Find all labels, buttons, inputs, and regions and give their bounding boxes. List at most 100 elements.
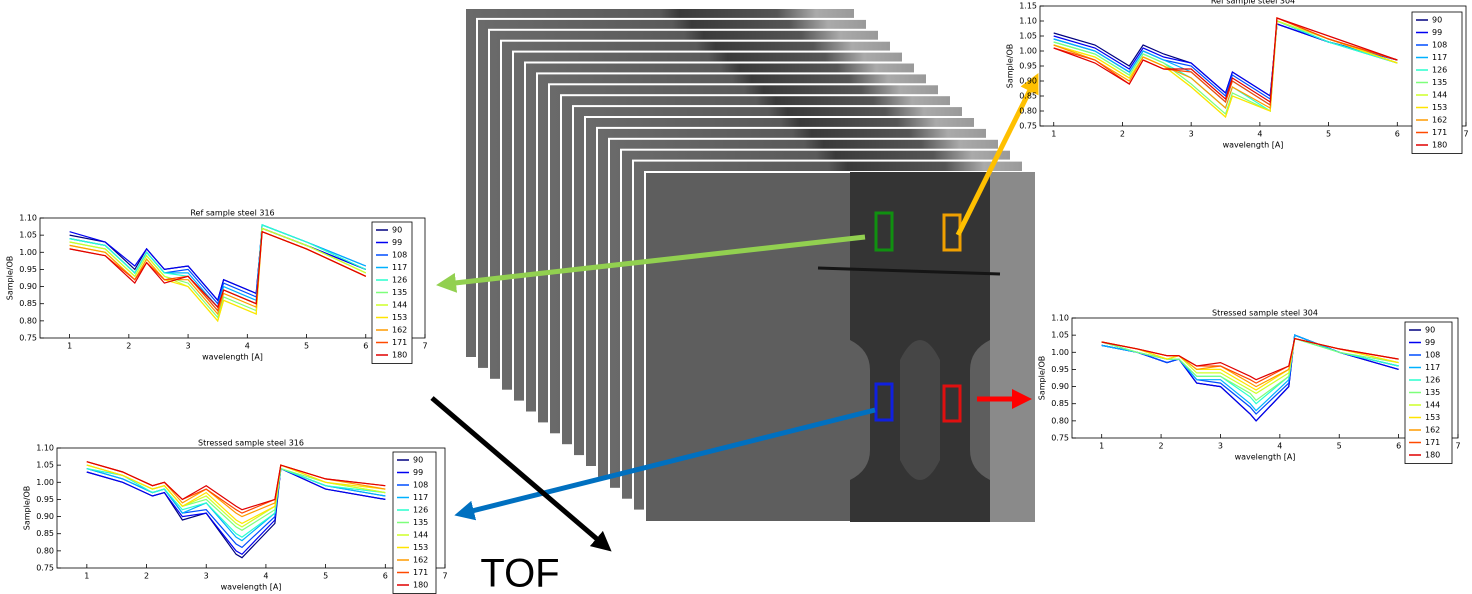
legend-label: 126 xyxy=(1432,66,1447,75)
y-tick-label: 0.85 xyxy=(1019,92,1037,101)
y-axis-label: Sample/OB xyxy=(1006,44,1015,88)
legend-label: 144 xyxy=(392,301,407,310)
x-axis-label: wavelength [A] xyxy=(202,353,263,362)
legend-label: 144 xyxy=(1432,91,1447,100)
x-tick-label: 3 xyxy=(1218,442,1223,451)
legend-label: 162 xyxy=(413,556,428,565)
x-tick-label: 4 xyxy=(1257,130,1262,139)
y-axis-label: Sample/OB xyxy=(6,256,15,300)
series-line xyxy=(1053,17,1398,104)
x-axis-label: wavelength [A] xyxy=(1235,453,1296,462)
x-tick-label: 2 xyxy=(1159,442,1164,451)
charts: Ref sample steel 304 wavelength [A] Sample… xyxy=(6,0,1469,594)
y-tick-label: 0.90 xyxy=(19,282,37,291)
x-axis-label: wavelength [A] xyxy=(1223,141,1284,150)
x-tick-label: 1 xyxy=(84,572,89,581)
y-tick-label: 0.75 xyxy=(1051,434,1069,443)
y-tick-label: 0.75 xyxy=(19,334,37,343)
y-tick-label: 0.90 xyxy=(1051,382,1069,391)
legend-label: 180 xyxy=(1425,451,1440,460)
legend-label: 90 xyxy=(1425,326,1435,335)
legend-label: 153 xyxy=(392,313,407,322)
front-frame xyxy=(644,171,1036,523)
legend-label: 135 xyxy=(413,518,428,527)
x-tick-label: 5 xyxy=(304,342,309,351)
x-tick-label: 2 xyxy=(144,572,149,581)
arrow xyxy=(454,407,876,521)
legend-label: 135 xyxy=(1432,78,1447,87)
sample-shape xyxy=(970,340,990,480)
legend-label: 153 xyxy=(1432,103,1447,112)
y-axis-label: Sample/OB xyxy=(23,486,32,530)
roi-box xyxy=(874,211,894,252)
y-tick-label: 1.05 xyxy=(1019,32,1037,41)
legend-label: 162 xyxy=(1432,116,1447,125)
y-tick-label: 1.15 xyxy=(1019,2,1037,11)
legend-label: 153 xyxy=(413,543,428,552)
roi-box xyxy=(942,384,962,423)
y-tick-label: 0.80 xyxy=(1051,416,1069,425)
legend-label: 126 xyxy=(1425,376,1440,385)
legend-label: 180 xyxy=(392,351,407,360)
series-line xyxy=(69,230,367,309)
x-tick-label: 3 xyxy=(1189,130,1194,139)
x-tick-label: 1 xyxy=(1099,442,1104,451)
x-axis-label: wavelength [A] xyxy=(221,583,282,592)
y-tick-label: 0.95 xyxy=(19,265,37,274)
y-tick-label: 0.75 xyxy=(1019,122,1037,131)
x-tick-label: 4 xyxy=(245,342,250,351)
chart-title: Stressed sample steel 304 xyxy=(1212,309,1318,318)
series-line xyxy=(1053,23,1398,98)
legend-label: 171 xyxy=(1432,128,1447,137)
x-tick-label: 6 xyxy=(1395,130,1400,139)
legend-label: 90 xyxy=(392,226,402,235)
arrow xyxy=(430,396,612,552)
x-tick-label: 3 xyxy=(186,342,191,351)
chart: Ref sample steel 304 wavelength [A] Sample… xyxy=(1006,0,1469,154)
legend-label: 144 xyxy=(413,531,428,540)
legend-label: 99 xyxy=(1425,338,1435,347)
y-tick-label: 0.85 xyxy=(36,529,54,538)
legend-label: 180 xyxy=(1432,141,1447,150)
legend-label: 126 xyxy=(413,506,428,515)
x-tick-label: 5 xyxy=(1337,442,1342,451)
series-line xyxy=(86,461,386,511)
y-tick-label: 0.95 xyxy=(1051,365,1069,374)
arrow xyxy=(436,234,866,293)
y-tick-label: 1.10 xyxy=(36,444,54,453)
legend-label: 126 xyxy=(392,276,407,285)
legend-label: 162 xyxy=(392,326,407,335)
y-tick-label: 0.90 xyxy=(36,512,54,521)
y-tick-label: 1.05 xyxy=(36,461,54,470)
legend-label: 171 xyxy=(1425,438,1440,447)
x-tick-label: 6 xyxy=(1396,442,1401,451)
background xyxy=(990,172,1035,522)
chart: Stressed sample steel 304 wavelength [A] S… xyxy=(1038,309,1461,464)
x-tick-label: 2 xyxy=(126,342,131,351)
y-tick-label: 0.95 xyxy=(36,495,54,504)
legend-label: 117 xyxy=(1432,53,1447,62)
plot-area xyxy=(39,217,426,339)
y-tick-label: 0.85 xyxy=(19,299,37,308)
arrow xyxy=(955,73,1039,237)
x-tick-label: 5 xyxy=(323,572,328,581)
x-tick-label: 4 xyxy=(263,572,268,581)
y-tick-label: 1.10 xyxy=(1051,314,1069,323)
y-tick-label: 0.90 xyxy=(1019,77,1037,86)
y-tick-label: 0.80 xyxy=(1019,107,1037,116)
legend-label: 162 xyxy=(1425,426,1440,435)
legend-label: 108 xyxy=(1432,41,1447,50)
x-tick-label: 6 xyxy=(383,572,388,581)
y-axis-label: Sample/OB xyxy=(1038,356,1047,400)
tof-label: TOF xyxy=(480,552,559,594)
sample-shape xyxy=(850,340,870,480)
legend-label: 135 xyxy=(392,288,407,297)
y-tick-label: 1.00 xyxy=(1019,47,1037,56)
legend-label: 99 xyxy=(1432,28,1442,37)
legend-label: 108 xyxy=(413,481,428,490)
chart: Stressed sample steel 316 wavelength [A] S… xyxy=(23,439,448,594)
legend-label: 108 xyxy=(392,251,407,260)
legend-label: 99 xyxy=(413,468,423,477)
x-tick-label: 1 xyxy=(1051,130,1056,139)
plot-area xyxy=(56,447,446,569)
